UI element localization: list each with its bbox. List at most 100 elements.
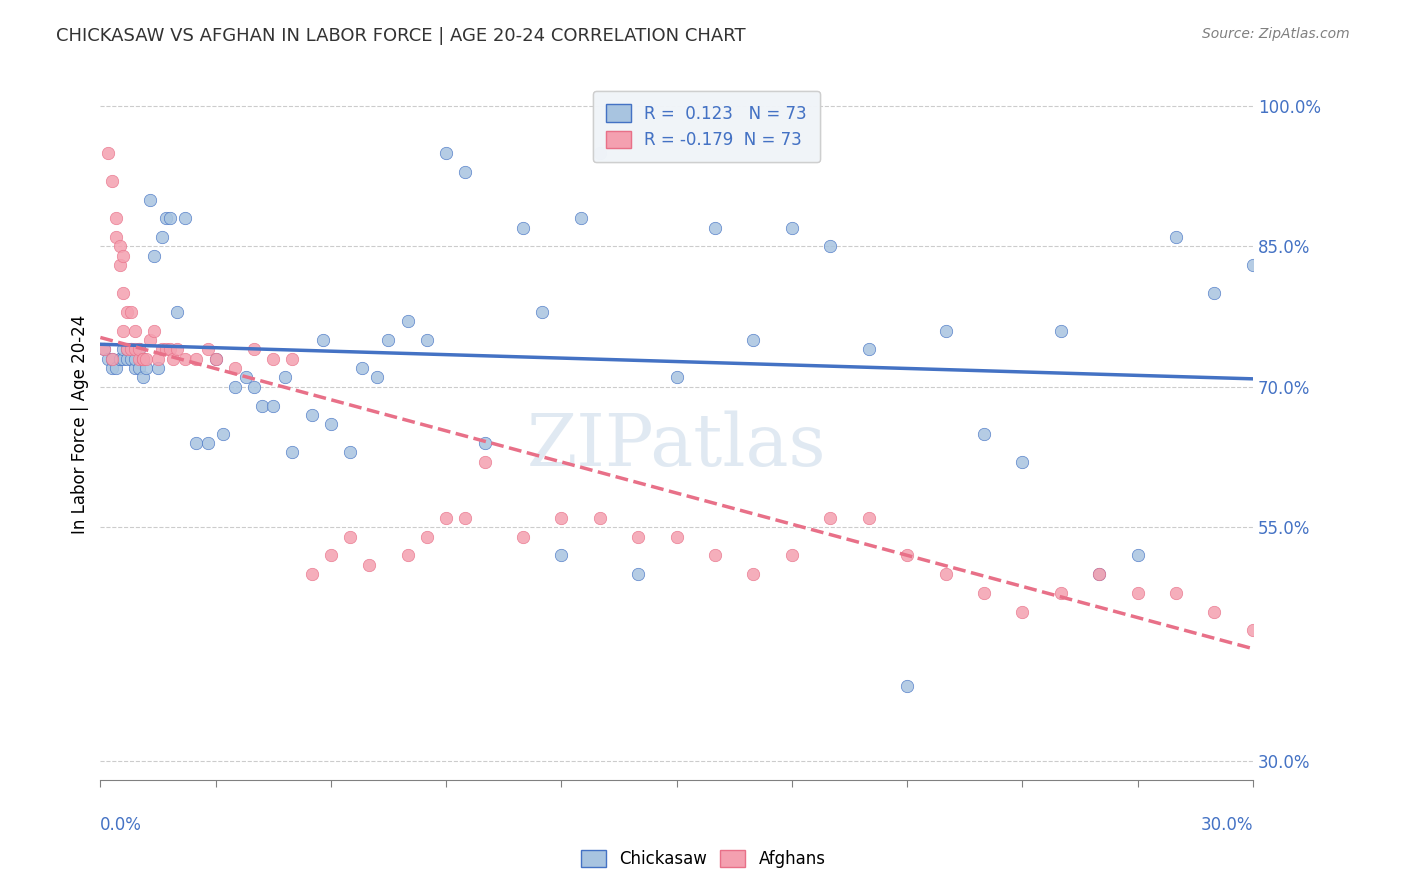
Point [1126,549,1149,563]
Point [101,351,124,366]
Point [665,530,688,544]
Point [896,549,918,563]
Point [112,351,135,366]
Point [512,530,534,544]
Point [115,305,138,319]
Point [665,370,688,384]
Point [474,455,496,469]
Point [301,408,323,422]
Point [173,211,195,226]
Point [281,351,304,366]
Point [93,343,115,357]
Point [124,351,146,366]
Point [108,258,131,272]
Point [550,549,572,563]
Point [204,351,226,366]
Point [281,445,304,459]
Point [339,445,361,459]
Point [131,351,153,366]
Point [434,511,457,525]
Point [1088,567,1111,582]
Point [243,343,266,357]
Point [704,220,727,235]
Point [93,343,115,357]
Point [146,351,169,366]
Point [155,211,177,226]
Point [135,351,157,366]
Point [250,399,273,413]
Point [531,305,554,319]
Point [112,343,135,357]
Point [1241,624,1264,638]
Point [166,305,188,319]
Point [150,230,173,244]
Point [934,567,956,582]
Point [1241,258,1264,272]
Point [150,343,173,357]
Point [627,567,650,582]
Point [262,399,284,413]
Point [742,567,765,582]
Point [474,436,496,450]
Point [274,370,297,384]
Point [262,351,284,366]
Point [104,361,127,376]
Point [1279,605,1302,619]
Point [124,361,146,376]
Point [235,370,257,384]
Point [131,351,153,366]
Point [120,343,142,357]
Point [973,586,995,600]
Point [97,351,120,366]
Point [162,351,184,366]
Point [197,343,219,357]
Point [319,549,342,563]
Point [186,351,208,366]
Point [454,164,477,178]
Point [124,324,146,338]
Point [896,680,918,694]
Point [820,511,842,525]
Point [135,361,157,376]
Point [124,343,146,357]
Point [212,426,235,441]
Point [377,333,399,347]
Point [155,343,177,357]
Point [143,324,166,338]
Point [104,230,127,244]
Legend: Chickasaw, Afghans: Chickasaw, Afghans [574,843,832,875]
Point [112,286,135,301]
Point [312,333,335,347]
Point [396,314,419,328]
Point [128,351,150,366]
Point [104,211,127,226]
Point [120,343,142,357]
Point [120,305,142,319]
Point [1088,567,1111,582]
Point [416,530,439,544]
Point [1049,324,1071,338]
Point [197,436,219,450]
Point [128,343,150,357]
Point [224,361,246,376]
Point [1011,605,1033,619]
Point [569,211,592,226]
Text: CHICKASAW VS AFGHAN IN LABOR FORCE | AGE 20-24 CORRELATION CHART: CHICKASAW VS AFGHAN IN LABOR FORCE | AGE… [56,27,745,45]
Point [339,530,361,544]
Point [243,380,266,394]
Point [396,549,419,563]
Point [115,343,138,357]
Text: 0.0%: 0.0% [100,815,142,834]
Point [973,426,995,441]
Point [224,380,246,394]
Point [159,343,181,357]
Point [512,220,534,235]
Point [858,511,880,525]
Point [166,343,188,357]
Point [454,511,477,525]
Point [780,220,803,235]
Point [550,511,572,525]
Point [301,567,323,582]
Point [780,549,803,563]
Point [1204,605,1226,619]
